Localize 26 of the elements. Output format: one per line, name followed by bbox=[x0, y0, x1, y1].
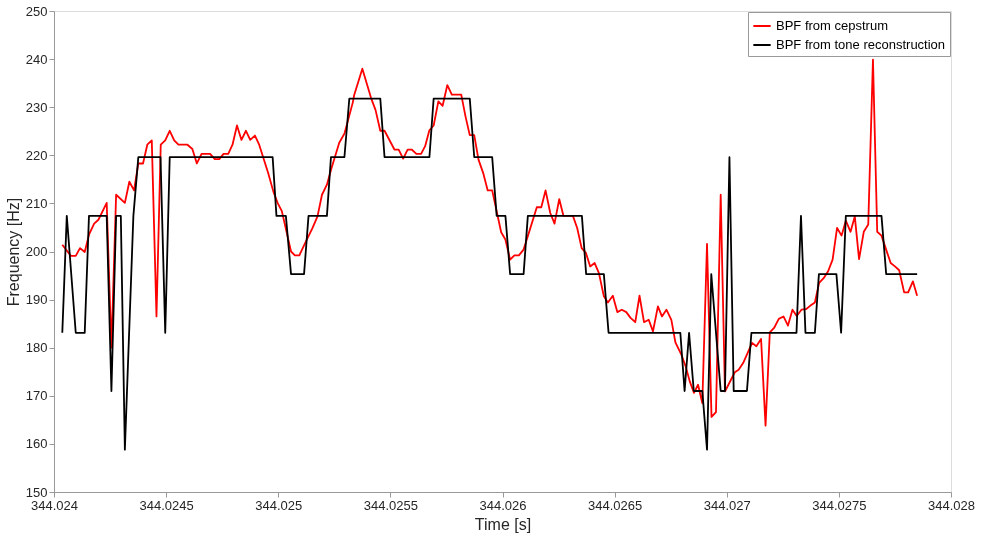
x-tick-label: 344.0265 bbox=[588, 497, 643, 513]
y-tick-label: 190 bbox=[25, 292, 48, 308]
y-tick-label: 210 bbox=[25, 195, 48, 211]
y-axis-title: Frequency [Hz] bbox=[4, 197, 22, 307]
x-axis-title: Time [s] bbox=[474, 515, 532, 533]
y-tick-label: 200 bbox=[25, 244, 48, 259]
y-tick-label: 220 bbox=[25, 147, 48, 163]
x-tick-label: 344.0255 bbox=[363, 497, 418, 513]
y-tick-label: 180 bbox=[25, 340, 48, 356]
y-tick-label: 250 bbox=[25, 3, 48, 19]
y-tick-label: 150 bbox=[25, 484, 48, 500]
x-tick-label: 344.028 bbox=[928, 497, 975, 513]
y-tick-label: 240 bbox=[25, 51, 48, 67]
x-tick-label: 344.027 bbox=[703, 497, 751, 513]
line-series bbox=[61, 97, 919, 451]
legend-label: BPF from cepstrum bbox=[776, 18, 888, 33]
y-tick-label: 160 bbox=[25, 436, 48, 452]
line-series bbox=[61, 58, 919, 427]
x-tick-label: 344.0275 bbox=[812, 497, 867, 513]
y-tick-label: 230 bbox=[25, 99, 48, 115]
x-tick-label: 344.0245 bbox=[139, 497, 194, 513]
y-tick-label: 170 bbox=[25, 388, 48, 404]
x-tick-label: 344.024 bbox=[31, 497, 78, 513]
x-tick-label: 344.025 bbox=[255, 497, 303, 513]
legend-label: BPF from tone reconstruction bbox=[776, 37, 946, 52]
x-tick-label: 344.026 bbox=[479, 497, 527, 513]
